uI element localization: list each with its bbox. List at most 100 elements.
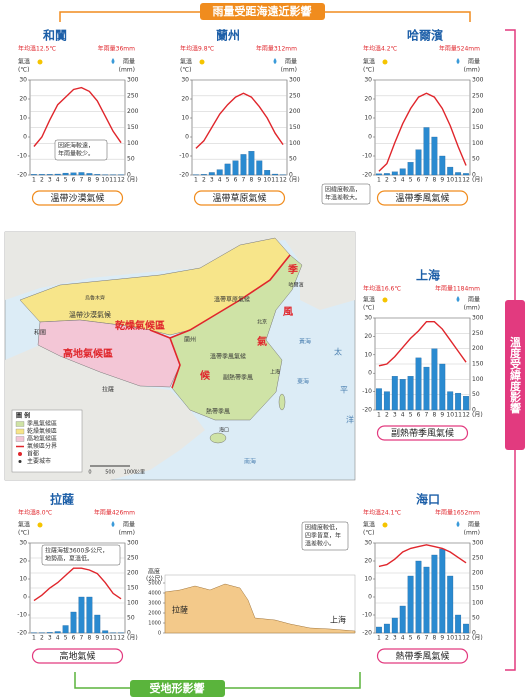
temp-line xyxy=(33,567,122,602)
drop-icon xyxy=(456,58,460,64)
bar xyxy=(439,363,446,411)
y2-tick-label: 100 xyxy=(472,140,484,147)
map-label: 平 xyxy=(340,386,348,395)
y2-tick-label: 250 xyxy=(472,92,484,99)
bar xyxy=(455,172,462,176)
y-unit: (℃) xyxy=(363,67,374,74)
profile-tick-label: 4000 xyxy=(148,591,161,597)
x-tick-label: 9 xyxy=(257,177,261,184)
x-tick-label: 5 xyxy=(409,635,413,642)
x-tick-label: 1 xyxy=(377,177,381,184)
bar xyxy=(455,392,462,411)
profile-tick-label: 5000 xyxy=(148,581,161,587)
y-tick-label: -20 xyxy=(179,172,189,179)
x-unit: (月) xyxy=(472,177,483,184)
x-tick-label: 8 xyxy=(432,177,436,184)
bar xyxy=(431,554,438,634)
bar xyxy=(407,575,414,634)
y-tick-label: 20 xyxy=(19,558,27,565)
x-tick-label: 6 xyxy=(72,177,76,184)
x-tick-label: 9 xyxy=(440,177,444,184)
annual-temp: 年均溫12.5℃ xyxy=(18,45,56,53)
bar xyxy=(46,632,53,634)
chart-title: 和闐 xyxy=(42,28,67,43)
y-tick-label: 30 xyxy=(364,315,372,322)
x-tick-label: 9 xyxy=(95,177,99,184)
x-tick-label: 12 xyxy=(117,635,125,642)
x-tick-label: 4 xyxy=(401,412,405,419)
annotation: 因距海較遠， xyxy=(58,142,94,150)
bar xyxy=(447,575,454,634)
map-label: 高地氣候區 xyxy=(63,347,113,360)
taiwan xyxy=(278,393,286,411)
bar xyxy=(431,348,438,411)
y2-tick-label: 100 xyxy=(472,600,484,607)
top-banner-text: 雨量受距海遠近影響 xyxy=(213,4,312,18)
map-label: 海口 xyxy=(219,427,229,434)
y2-unit: (mm) xyxy=(464,67,480,74)
y2-tick-label: 200 xyxy=(472,345,484,352)
x-tick-label: 1 xyxy=(377,635,381,642)
y-tick-label: 10 xyxy=(19,576,27,583)
map xyxy=(4,231,356,481)
drop-icon xyxy=(111,58,115,64)
bar xyxy=(376,626,382,634)
map-label: 候 xyxy=(200,369,211,382)
y-tick-label: -20 xyxy=(362,172,372,179)
x-tick-label: 4 xyxy=(401,177,405,184)
sun-icon xyxy=(199,59,205,65)
x-tick-label: 4 xyxy=(401,635,405,642)
x-tick-label: 5 xyxy=(409,177,413,184)
y2-tick-label: 300 xyxy=(127,77,139,84)
chart-title: 海口 xyxy=(416,492,440,507)
map-label: 南海 xyxy=(244,458,256,466)
drop-icon xyxy=(273,58,277,64)
y2-tick-label: 0 xyxy=(127,630,131,637)
bottom-banner-text: 受地形影響 xyxy=(150,681,205,695)
profile-tick-label: 3000 xyxy=(148,601,161,607)
legend-swatch xyxy=(15,428,25,435)
scale-label: 500 xyxy=(105,470,115,476)
bar xyxy=(62,625,69,634)
x-tick-label: 9 xyxy=(95,635,99,642)
annotation: 年雨量較少。 xyxy=(58,150,94,158)
climate-label: 熱帶季風氣候 xyxy=(395,650,449,662)
bar xyxy=(94,174,101,176)
x-tick-label: 8 xyxy=(432,635,436,642)
annual-rain: 年雨量1652mm xyxy=(435,509,480,517)
x-tick-label: 11 xyxy=(109,635,117,642)
y2-unit: (mm) xyxy=(119,530,135,537)
bar xyxy=(70,611,77,634)
x-tick-label: 12 xyxy=(462,412,470,419)
y2-tick-label: 150 xyxy=(472,124,484,131)
drop-icon xyxy=(456,296,460,302)
y2-tick-label: 300 xyxy=(127,540,139,547)
x-tick-label: 12 xyxy=(279,177,287,184)
bar xyxy=(216,169,223,176)
temp-line xyxy=(195,92,284,149)
scale-label: 0 xyxy=(88,470,91,476)
map-label: 季 xyxy=(287,263,299,276)
x-tick-label: 10 xyxy=(446,177,454,184)
bar xyxy=(376,388,382,411)
x-tick-label: 8 xyxy=(87,177,91,184)
bar xyxy=(383,173,390,176)
x-tick-label: 10 xyxy=(101,177,109,184)
drop-icon xyxy=(111,521,115,527)
y-tick-label: -20 xyxy=(362,630,372,637)
highland-zone xyxy=(37,319,181,388)
map-label: 溫帶沙漠氣候 xyxy=(69,310,111,319)
x-tick-label: 2 xyxy=(202,177,206,184)
y-tick-label: -10 xyxy=(179,153,189,160)
y2-tick-label: 100 xyxy=(472,376,484,383)
map-label: 溫帶草原氣候 xyxy=(214,296,250,304)
y-tick-label: 30 xyxy=(364,540,372,547)
x-tick-label: 7 xyxy=(425,635,429,642)
y2-tick-label: 150 xyxy=(472,585,484,592)
x-tick-label: 3 xyxy=(393,412,397,419)
annual-temp: 年均溫8.0℃ xyxy=(18,509,53,517)
y2-tick-label: 300 xyxy=(472,77,484,84)
x-tick-label: 5 xyxy=(64,635,68,642)
annual-temp: 年均溫24.1℃ xyxy=(363,509,401,517)
